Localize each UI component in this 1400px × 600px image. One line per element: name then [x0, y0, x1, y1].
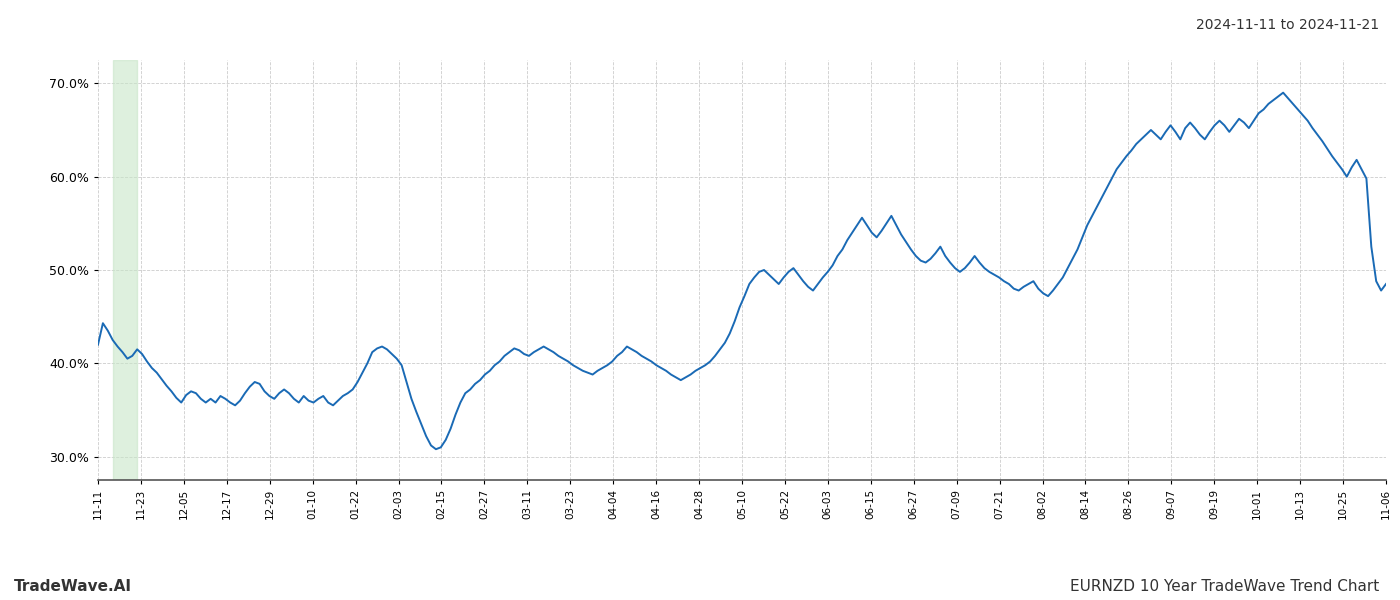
Text: TradeWave.AI: TradeWave.AI: [14, 579, 132, 594]
Bar: [113, 60, 137, 480]
Text: EURNZD 10 Year TradeWave Trend Chart: EURNZD 10 Year TradeWave Trend Chart: [1070, 579, 1379, 594]
Text: 2024-11-11 to 2024-11-21: 2024-11-11 to 2024-11-21: [1196, 18, 1379, 32]
